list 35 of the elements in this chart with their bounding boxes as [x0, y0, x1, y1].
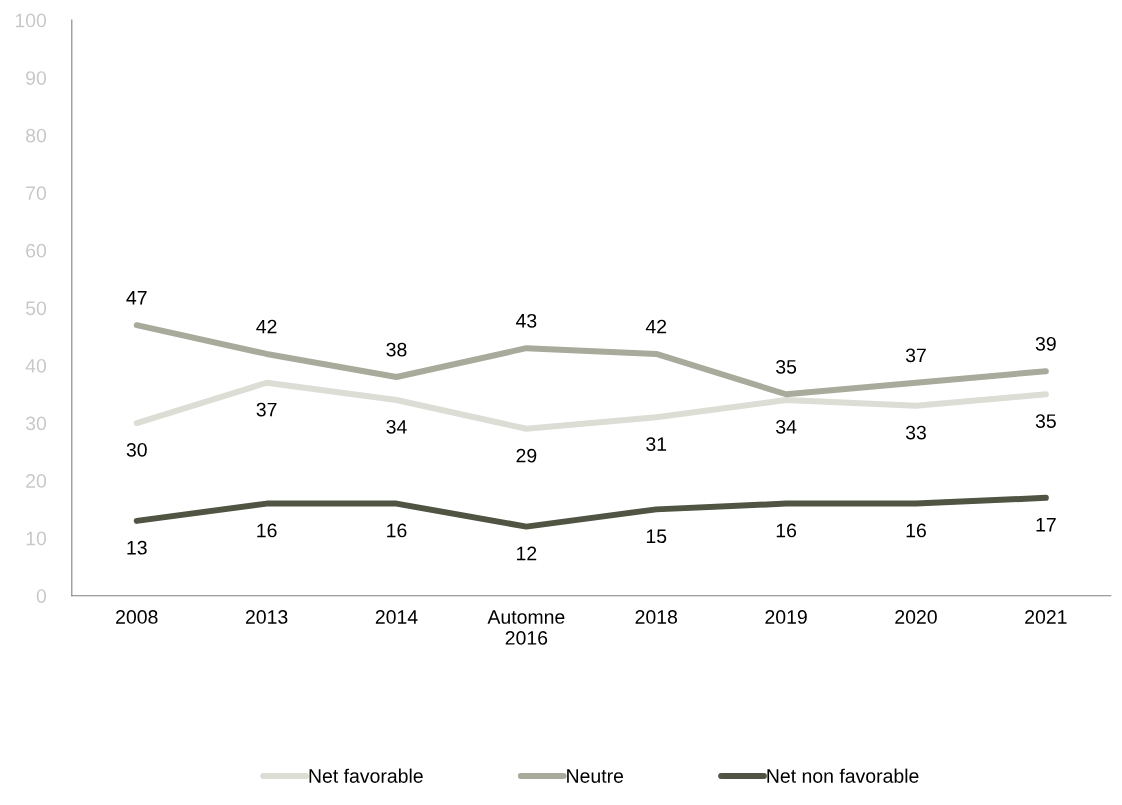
x-tick-label: 2013	[245, 610, 288, 624]
data-label: 33	[905, 425, 926, 440]
data-label: 37	[256, 402, 277, 417]
data-label: 16	[776, 523, 797, 538]
data-label: 34	[386, 419, 407, 434]
data-label: 17	[1036, 518, 1056, 532]
x-tick-label: 2018	[635, 610, 678, 624]
data-label: 37	[905, 348, 926, 363]
data-label: 13	[127, 540, 147, 555]
data-label: 30	[126, 442, 147, 457]
x-tick-label: 2021	[1025, 610, 1067, 624]
data-label: 15	[646, 529, 667, 544]
data-label: 42	[645, 319, 667, 334]
data-label: 47	[126, 291, 147, 305]
x-tick-label: 2008	[116, 610, 158, 624]
data-label: 12	[517, 546, 537, 561]
x-tick-label: Automne 2016	[487, 610, 565, 645]
data-label: 31	[646, 437, 667, 451]
x-tick-label: 2014	[375, 610, 418, 624]
data-label: 38	[386, 342, 407, 357]
data-label: 35	[776, 359, 797, 374]
data-label: 16	[906, 523, 926, 538]
data-label: 16	[257, 523, 277, 538]
legend-label: Net non favorable	[767, 768, 919, 783]
data-label: 39	[1035, 336, 1056, 351]
x-tick-label: 2020	[895, 610, 937, 624]
x-tick-label: 2019	[765, 610, 807, 624]
data-label: 34	[776, 419, 797, 434]
data-label: 43	[515, 313, 537, 328]
data-label: 42	[256, 319, 277, 334]
data-label: 29	[516, 448, 537, 463]
data-label: 35	[1035, 414, 1056, 428]
data-label: 16	[387, 523, 407, 538]
legend-label: Net favorable	[309, 768, 423, 783]
legend-label: Neutre	[567, 769, 624, 783]
